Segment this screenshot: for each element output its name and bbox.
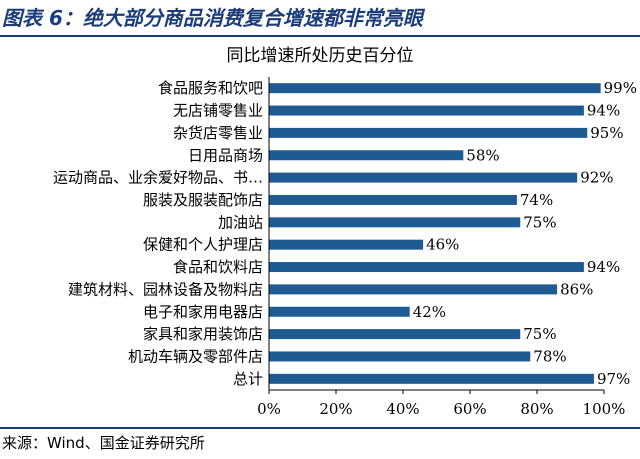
bar bbox=[269, 127, 588, 138]
value-label: 99% bbox=[604, 79, 637, 97]
category-label: 日用品商场 bbox=[188, 146, 263, 164]
category-label: 电子和家用电器店 bbox=[143, 303, 263, 321]
value-label: 75% bbox=[523, 325, 556, 343]
value-label: 74% bbox=[520, 191, 553, 209]
x-tick-label: 20% bbox=[319, 400, 352, 418]
footer-rule bbox=[0, 427, 640, 429]
category-label: 杂货店零售业 bbox=[173, 124, 263, 142]
chart-title: 同比增速所处历史百分位 bbox=[226, 46, 414, 66]
bar bbox=[269, 239, 424, 250]
value-label: 75% bbox=[523, 213, 556, 231]
value-label: 58% bbox=[466, 146, 499, 164]
bar bbox=[269, 172, 578, 183]
value-label: 97% bbox=[597, 370, 630, 388]
category-label: 加油站 bbox=[218, 213, 263, 231]
figure-title: 图表 6：绝大部分商品消费复合增速都非常亮眼 bbox=[2, 6, 423, 30]
bar bbox=[269, 329, 521, 340]
bar bbox=[269, 284, 558, 295]
value-label: 46% bbox=[426, 236, 459, 254]
value-label: 94% bbox=[587, 258, 620, 276]
value-label: 42% bbox=[413, 303, 446, 321]
bar bbox=[269, 150, 464, 161]
value-label: 95% bbox=[590, 124, 623, 142]
source-note: 来源：Wind、国金证券研究所 bbox=[2, 434, 205, 452]
category-label: 运动商品、业余爱好物品、书… bbox=[53, 169, 263, 187]
x-tick-label: 60% bbox=[453, 400, 486, 418]
bar bbox=[269, 262, 584, 273]
category-label: 机动车辆及零部件店 bbox=[128, 347, 263, 365]
category-label: 服装及服装配饰店 bbox=[143, 191, 263, 209]
bar bbox=[269, 217, 521, 228]
category-label: 家具和家用装饰店 bbox=[143, 325, 263, 343]
bar bbox=[269, 105, 584, 116]
x-tick-label: 80% bbox=[520, 400, 553, 418]
bar bbox=[269, 194, 517, 205]
x-tick-label: 100% bbox=[583, 400, 626, 418]
bar bbox=[269, 83, 601, 94]
category-label: 食品和饮料店 bbox=[173, 258, 263, 276]
category-label: 总计 bbox=[233, 370, 263, 388]
x-tick-label: 0% bbox=[257, 400, 281, 418]
value-label: 86% bbox=[560, 280, 593, 298]
value-label: 78% bbox=[533, 347, 566, 365]
value-label: 94% bbox=[587, 102, 620, 120]
bar bbox=[269, 306, 410, 317]
category-label: 保健和个人护理店 bbox=[143, 236, 263, 254]
category-label: 食品服务和饮吧 bbox=[158, 79, 263, 97]
value-label: 92% bbox=[580, 169, 613, 187]
x-tick-label: 40% bbox=[386, 400, 419, 418]
bar bbox=[269, 351, 531, 362]
category-label: 建筑材料、园林设备及物料店 bbox=[68, 280, 263, 298]
category-label: 无店铺零售业 bbox=[173, 102, 263, 120]
bar bbox=[269, 373, 594, 384]
header-rule bbox=[0, 35, 640, 37]
